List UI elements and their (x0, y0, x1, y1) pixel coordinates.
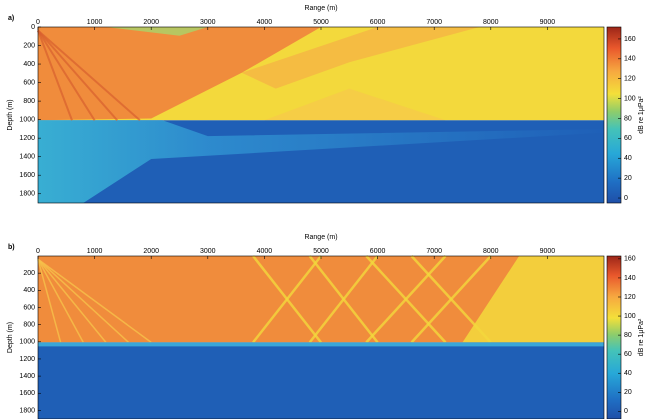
x-tick-label: 4000 (257, 248, 273, 255)
field-green (105, 27, 208, 36)
colorbar-tick-label: 0 (624, 195, 628, 202)
x-tick-label: 6000 (370, 248, 386, 255)
x-tick-label: 5000 (313, 248, 329, 255)
field-high (38, 27, 321, 121)
colorbar-tick-label: 120 (624, 76, 636, 83)
y-axis-title: Depth (m) (7, 99, 14, 130)
field-sediment-edge (38, 120, 604, 203)
field-beam (37, 30, 73, 121)
colorbar-tick-label: 160 (624, 256, 636, 263)
field-sediment-edge (38, 342, 604, 347)
x-tick-label: 5000 (313, 19, 329, 26)
field-high (241, 27, 480, 89)
y-tick-label: 800 (23, 321, 35, 328)
field-beam (252, 255, 322, 344)
colorbar (606, 255, 622, 419)
field-beam (37, 29, 118, 121)
y-tick-label: 1600 (19, 390, 35, 397)
y-tick-label: 200 (23, 42, 35, 49)
y-tick-label: 1800 (19, 191, 35, 198)
colorbar-tick-label: 120 (624, 294, 636, 301)
x-tick-label: 0 (36, 248, 40, 255)
y-tick-label: 400 (23, 287, 35, 294)
field-beam (37, 29, 96, 121)
x-axis-title: Range (m) (304, 234, 337, 241)
y-tick-label: 1400 (19, 154, 35, 161)
x-tick-label: 9000 (540, 19, 556, 26)
x-tick-label: 7000 (426, 19, 442, 26)
colorbar-tick-label: 40 (624, 155, 632, 162)
x-tick-label: 2000 (143, 19, 159, 26)
field-beam (37, 258, 130, 343)
y-tick-label: 800 (23, 98, 35, 105)
field-beam (37, 258, 152, 343)
colorbar-title: dB re 1μPa² (638, 96, 645, 134)
field-beam (308, 255, 379, 344)
x-tick-label: 9000 (540, 248, 556, 255)
x-tick-label: 2000 (143, 248, 159, 255)
y-tick-label: 1400 (19, 373, 35, 380)
y-tick-label: 1000 (19, 116, 35, 123)
colorbar-title: dB re 1μPa² (638, 318, 645, 356)
x-tick-label: 3000 (200, 19, 216, 26)
colorbar-tick-label: 100 (624, 95, 636, 102)
colorbar-tick-label: 140 (624, 56, 636, 63)
x-tick-label: 7000 (426, 248, 442, 255)
colorbar-tick-label: 80 (624, 115, 632, 122)
x-tick-label: 6000 (370, 19, 386, 26)
y-tick-label: 200 (23, 270, 35, 277)
colorbar-tick-label: 60 (624, 135, 632, 142)
x-tick-label: 1000 (87, 248, 103, 255)
colorbar (606, 26, 622, 204)
y-tick-label: 600 (23, 79, 35, 86)
field-beam (365, 255, 447, 344)
colorbar-tick-label: 0 (624, 408, 628, 415)
y-axis-title: Depth (m) (7, 322, 14, 353)
y-tick-label: 400 (23, 61, 35, 68)
field-beam (410, 255, 492, 344)
y-tick-label: 1800 (19, 407, 35, 414)
x-tick-label: 4000 (257, 19, 273, 26)
field-beam (37, 259, 62, 343)
colorbar-tick-label: 100 (624, 313, 636, 320)
colorbar-tick-label: 80 (624, 332, 632, 339)
colorbar-tick-label: 20 (624, 389, 632, 396)
x-tick-label: 0 (36, 19, 40, 26)
field-beam (37, 29, 141, 122)
x-tick-label: 3000 (200, 248, 216, 255)
colorbar-tick-label: 60 (624, 351, 632, 358)
y-tick-label: 1600 (19, 172, 35, 179)
panel-label: a) (8, 15, 14, 22)
colorbar-tick-label: 140 (624, 275, 636, 282)
y-tick-label: 0 (31, 24, 35, 31)
field-sediment (38, 342, 604, 419)
field-beam (37, 258, 84, 343)
field-beam (37, 258, 107, 343)
colorbar-tick-label: 40 (624, 370, 632, 377)
panel-label: b) (8, 244, 15, 251)
x-axis-title: Range (m) (304, 5, 337, 12)
y-tick-label: 1200 (19, 135, 35, 142)
x-tick-label: 8000 (483, 248, 499, 255)
x-tick-label: 8000 (483, 19, 499, 26)
field-yellow (462, 256, 604, 343)
y-tick-label: 1000 (19, 339, 35, 346)
field-green (264, 88, 446, 121)
colorbar-tick-label: 20 (624, 175, 632, 182)
y-tick-label: 1200 (19, 356, 35, 363)
colorbar-tick-label: 160 (624, 36, 636, 43)
y-tick-label: 600 (23, 304, 35, 311)
x-tick-label: 1000 (87, 19, 103, 26)
